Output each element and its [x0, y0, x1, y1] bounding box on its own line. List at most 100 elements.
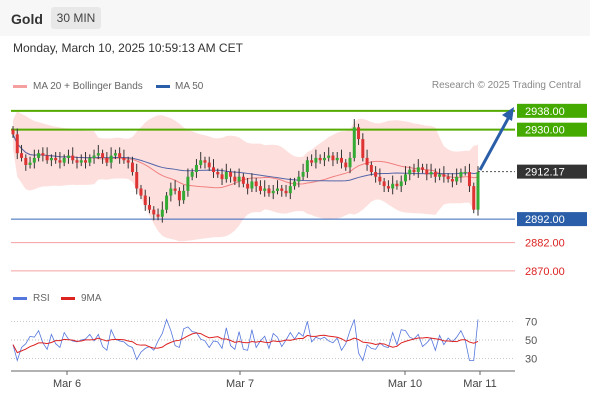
ma50-line	[12, 134, 479, 182]
candle-body	[408, 169, 412, 175]
rsi-tick-50: 50	[525, 335, 537, 347]
candle-body	[344, 162, 348, 168]
candle-body	[301, 172, 305, 177]
candle-body	[41, 153, 45, 156]
candle-body	[425, 169, 429, 175]
candle-body	[182, 190, 186, 201]
candle-body	[194, 164, 198, 173]
rsi-legend-label: RSI	[33, 293, 50, 304]
rsi-ma-legend-label: 9MA	[81, 293, 102, 304]
candle-body	[450, 179, 454, 182]
bb-legend-swatch	[13, 85, 27, 88]
target-arrow-shaft	[478, 114, 512, 171]
copyright-label: Research © 2025 Trading Central	[431, 80, 581, 91]
candle-body	[139, 188, 143, 196]
level-label-2930.00: 2930.00	[525, 125, 565, 137]
level-label-2882.00: 2882.00	[525, 238, 565, 250]
candle-body	[305, 160, 309, 173]
candle-body	[49, 157, 53, 161]
candle-body	[88, 157, 92, 163]
candle-body	[361, 139, 365, 158]
bb-legend-label: MA 20 + Bollinger Bands	[33, 81, 143, 92]
candle-body	[391, 183, 395, 189]
candle-body	[143, 195, 147, 205]
x-tick-label: Mar 10	[388, 378, 422, 390]
candle-body	[32, 157, 36, 163]
candle-body	[224, 172, 228, 180]
candle-body	[109, 155, 113, 163]
candle-body	[101, 153, 105, 158]
candle-body	[271, 190, 275, 194]
candle-body	[207, 162, 211, 168]
level-label-2892.00: 2892.00	[525, 214, 565, 226]
candle-body	[229, 172, 233, 177]
candle-body	[237, 176, 241, 182]
candle-body	[263, 188, 267, 191]
candle-body	[318, 157, 322, 161]
rsi-tick-30: 30	[525, 354, 537, 366]
candle-body	[190, 172, 194, 177]
candle-body	[250, 181, 254, 189]
candle-body	[254, 181, 258, 187]
level-label-2870.00: 2870.00	[525, 266, 565, 278]
candle-body	[288, 186, 292, 194]
candle-body	[314, 157, 318, 163]
candle-body	[293, 181, 297, 187]
candle-body	[45, 155, 49, 161]
candle-body	[79, 160, 83, 163]
candle-body	[455, 176, 459, 182]
candle-body	[446, 176, 450, 180]
candle-body	[135, 172, 139, 189]
candle-body	[220, 174, 224, 180]
candle-body	[258, 186, 262, 191]
candle-body	[148, 204, 152, 210]
candle-body	[399, 181, 403, 187]
rsi-ma-legend-swatch	[61, 297, 75, 300]
candle-body	[199, 160, 203, 165]
candle-body	[20, 153, 24, 158]
level-box-2930.00	[517, 122, 587, 137]
candle-body	[122, 157, 126, 161]
rsi-line	[12, 318, 479, 362]
candle-body	[169, 188, 173, 196]
candle-body	[403, 174, 407, 182]
x-tick-label: Mar 7	[226, 378, 254, 390]
candle-body	[118, 153, 122, 158]
candle-body	[382, 181, 386, 187]
candle-body	[203, 160, 207, 163]
candle-body	[395, 183, 399, 187]
candle-body	[246, 183, 250, 189]
candle-body	[433, 172, 437, 177]
candle-body	[24, 157, 28, 165]
candle-body	[348, 157, 352, 168]
candle-body	[429, 172, 433, 175]
candle-body	[327, 155, 331, 158]
candle-body	[71, 155, 75, 161]
candle-body	[378, 176, 382, 182]
candle-body	[96, 153, 100, 156]
candle-body	[331, 155, 335, 161]
candle-body	[156, 214, 160, 217]
candle-body	[160, 209, 164, 217]
candle-body	[130, 162, 134, 173]
candle-body	[126, 160, 130, 163]
candle-body	[233, 176, 237, 182]
candle-body	[92, 155, 96, 158]
candle-body	[105, 157, 109, 163]
candle-body	[54, 157, 58, 161]
candle-body	[459, 172, 463, 177]
rsi-ma-line	[12, 332, 479, 354]
candle-body	[84, 160, 88, 163]
candle-body	[297, 176, 301, 182]
candle-body	[280, 188, 284, 191]
level-box-2938.00	[517, 103, 587, 118]
candle-body	[75, 160, 79, 163]
candle-body	[310, 160, 314, 163]
timeframe-button[interactable]: 30 MIN	[51, 7, 101, 29]
candle-body	[467, 172, 471, 187]
candle-body	[335, 157, 339, 161]
candle-body	[275, 188, 279, 191]
ma50-legend-swatch	[156, 85, 170, 88]
candle-body	[352, 127, 356, 158]
